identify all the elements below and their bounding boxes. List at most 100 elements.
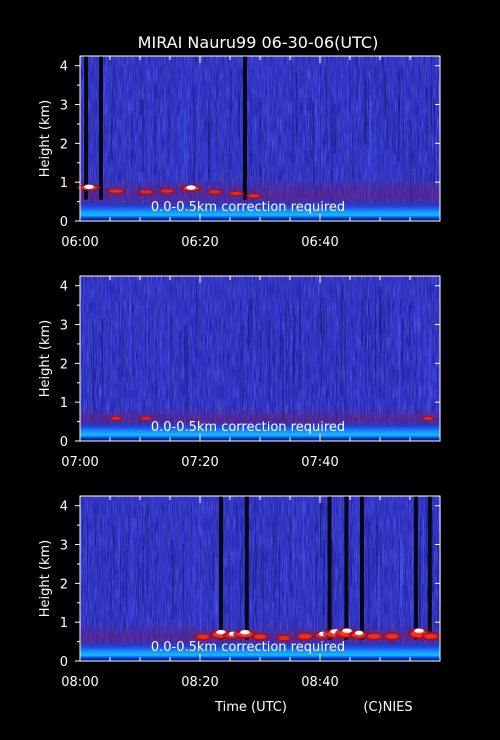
noise-streak	[312, 101, 314, 190]
x-tick-label: 08:00	[61, 675, 98, 690]
noise-streak	[409, 304, 411, 348]
noise-streak	[393, 111, 395, 154]
noise-streak	[170, 64, 172, 153]
noise-streak	[341, 90, 343, 181]
noise-streak	[432, 510, 434, 593]
x-axis: 06:00 06:20 06:40	[61, 56, 441, 250]
signal-gap	[219, 496, 223, 640]
noise-streak	[160, 277, 162, 391]
noise-streak	[152, 64, 154, 116]
noise-streak	[254, 496, 257, 590]
y-tick-label: 1	[60, 396, 68, 411]
noise-streak	[379, 302, 381, 400]
noise-streak	[230, 113, 232, 153]
noise-streak	[228, 305, 229, 374]
noise-streak	[331, 97, 333, 178]
near-surface-band	[80, 201, 440, 221]
noise-streak	[405, 548, 406, 618]
cloud-echoes	[108, 415, 436, 421]
noise-streak	[242, 325, 244, 415]
noise-streak	[155, 525, 156, 631]
cloud-echo-core	[109, 189, 123, 193]
noise-streak	[213, 86, 215, 168]
y-axis-label: Height (km)	[38, 540, 53, 617]
noise-streak	[293, 112, 294, 172]
noise-streak	[344, 315, 346, 427]
noise-streak	[323, 297, 325, 339]
noise-streak	[320, 88, 321, 197]
y-tick-label: 3	[60, 99, 68, 114]
noise-streak	[401, 318, 404, 387]
noise-streak	[196, 112, 198, 209]
noise-streak	[248, 315, 250, 351]
panel-stack: 0.0-0.5km correction required 0 1 2 3 4 Height…	[38, 55, 441, 690]
noise-streak	[172, 540, 174, 620]
noise-streak	[286, 558, 288, 594]
noise-streak	[128, 502, 130, 557]
signal-gap	[99, 56, 103, 200]
noise-streak	[368, 77, 369, 150]
noise-streak	[142, 546, 144, 603]
cloud-echo-saturated	[414, 628, 424, 633]
y-axis: 0 1 2 3 4 Height (km)	[38, 280, 440, 450]
noise-streak	[122, 91, 124, 205]
noise-streak	[113, 68, 115, 110]
noise-streak	[293, 339, 295, 429]
noise-streak	[421, 325, 423, 403]
y-tick-label: 1	[60, 616, 68, 631]
noise-streak	[397, 276, 399, 362]
y-tick-label: 2	[60, 577, 68, 592]
noise-streak	[307, 111, 309, 157]
noise-streak	[248, 299, 250, 343]
noise-streak	[250, 289, 251, 384]
noise-streak	[117, 310, 118, 347]
noise-streaks	[83, 56, 435, 209]
noise-streak	[255, 543, 257, 627]
signal-gap	[344, 496, 349, 640]
cloud-echo-saturated	[216, 630, 226, 635]
noise-streak	[292, 93, 294, 181]
noise-streak	[142, 505, 143, 550]
noise-streak	[148, 93, 150, 183]
noise-streak	[188, 62, 190, 125]
noise-streak	[292, 62, 294, 153]
noise-streak	[155, 338, 157, 419]
noise-streak	[238, 83, 240, 139]
noise-streak	[334, 103, 336, 154]
lidar-panel-3: 0.0-0.5km correction required 0 1 2 3 4 Height…	[38, 495, 441, 690]
noise-streak	[290, 327, 292, 375]
noise-streak	[292, 76, 294, 187]
noise-streak	[217, 82, 219, 150]
noise-streak	[184, 325, 186, 395]
noise-streak	[147, 278, 149, 389]
noise-streak	[81, 497, 83, 545]
noise-streak	[375, 503, 378, 591]
noise-streak	[401, 542, 403, 586]
cloud-echo-core	[139, 190, 153, 194]
lidar-panel-2: 0.0-0.5km correction required 0 1 2 3 4 Height…	[38, 275, 441, 470]
noise-streak	[292, 312, 295, 384]
y-axis-label: Height (km)	[38, 100, 53, 177]
cloud-echo-core	[160, 189, 174, 193]
y-axis: 0 1 2 3 4 Height (km)	[38, 500, 440, 670]
noise-streak	[281, 61, 283, 170]
noise-streak	[265, 498, 266, 534]
cloud-echo-saturated	[240, 630, 250, 635]
noise-streak	[418, 531, 419, 588]
noise-streak	[368, 296, 370, 382]
x-tick-label: 07:20	[181, 455, 218, 470]
noise-streak	[341, 284, 344, 322]
noise-streak	[356, 496, 357, 598]
y-tick-label: 4	[60, 500, 68, 515]
y-tick-label: 0	[60, 655, 68, 670]
y-tick-label: 0	[60, 435, 68, 450]
noise-streak	[406, 96, 408, 131]
noise-streak	[365, 295, 367, 388]
noise-streak	[204, 56, 205, 140]
noise-streak	[101, 334, 103, 368]
noise-streak	[200, 536, 202, 583]
noise-streak	[429, 100, 431, 173]
noise-streak	[387, 88, 388, 149]
noise-streak	[382, 57, 384, 140]
y-tick-label: 3	[60, 539, 68, 554]
